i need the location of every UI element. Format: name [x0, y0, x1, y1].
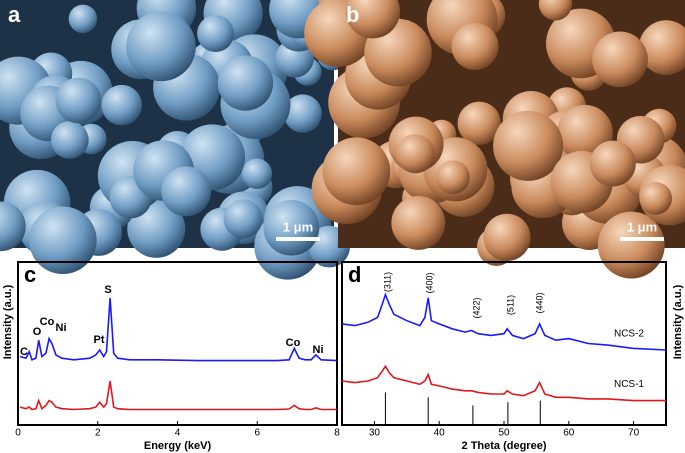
particle [451, 22, 499, 71]
sem-image [0, 0, 351, 280]
particle [483, 213, 531, 262]
particle [126, 11, 196, 82]
panel-label: a [8, 2, 21, 27]
annotation: (311) [382, 272, 392, 292]
x-tick-label: 30 [369, 428, 381, 439]
series-line [341, 292, 667, 351]
particle [457, 101, 501, 145]
series-line [341, 364, 666, 402]
annotation: (511) [505, 295, 515, 315]
particle [0, 201, 26, 252]
particle [223, 199, 263, 239]
particle [263, 199, 320, 256]
particle [68, 4, 98, 34]
particle [161, 166, 212, 217]
annotation: Ni [56, 322, 67, 334]
x-tick-label: 50 [498, 428, 510, 439]
particle [436, 160, 470, 195]
x-axis-label: 2 Theta (degree) [462, 440, 547, 452]
particle [345, 0, 400, 39]
series-label: NCS-1 [614, 379, 644, 390]
scale-bar-label: 1 μm [283, 219, 313, 234]
x-tick-label: 2 [95, 428, 101, 439]
annotation: (400) [424, 272, 434, 293]
series-label: NCS-2 [614, 329, 644, 340]
x-tick-label: 40 [434, 428, 446, 439]
scale-bar [620, 237, 664, 241]
annotation: O [33, 326, 42, 338]
particle [217, 55, 274, 111]
annotation: C [20, 346, 28, 358]
series-line [19, 380, 337, 411]
x-tick-label: 0 [15, 428, 21, 439]
particle [197, 15, 234, 52]
y-axis-label: Intensity (a.u.) [2, 284, 14, 359]
annotation: (440) [534, 292, 544, 313]
x-tick-label: 6 [254, 428, 260, 439]
annotation: Co [40, 316, 55, 328]
particle [395, 134, 435, 174]
y-axis-label: Intensity (a.u.) [672, 284, 684, 359]
annotation: Ni [313, 344, 324, 356]
particle [589, 140, 636, 187]
annotation: Pt [94, 334, 105, 346]
particle [592, 31, 648, 88]
annotation: (422) [471, 297, 481, 318]
scale-bar-label: 1 μm [627, 219, 657, 234]
particle [639, 182, 672, 215]
particle [538, 0, 572, 21]
panel-label: d [348, 262, 361, 287]
panel-label: b [346, 2, 359, 27]
particle [283, 94, 322, 133]
particle [55, 77, 102, 124]
scale-bar [276, 237, 320, 241]
particle [391, 195, 446, 250]
particle [241, 158, 273, 189]
particle [29, 206, 97, 275]
x-tick-label: 60 [563, 428, 575, 439]
particle [50, 121, 89, 159]
sem-image [304, 0, 685, 279]
series-line [19, 297, 338, 362]
x-tick-label: 4 [175, 428, 181, 439]
panel-label: c [24, 262, 36, 287]
particle [101, 84, 142, 126]
x-axis-label: Energy (keV) [144, 440, 212, 452]
particle [493, 110, 564, 181]
particle [322, 137, 391, 206]
annotation: S [104, 284, 111, 296]
x-tick-label: 8 [334, 428, 340, 439]
particle [638, 20, 685, 75]
annotation: Co [286, 337, 301, 349]
x-tick-label: 70 [628, 428, 640, 439]
